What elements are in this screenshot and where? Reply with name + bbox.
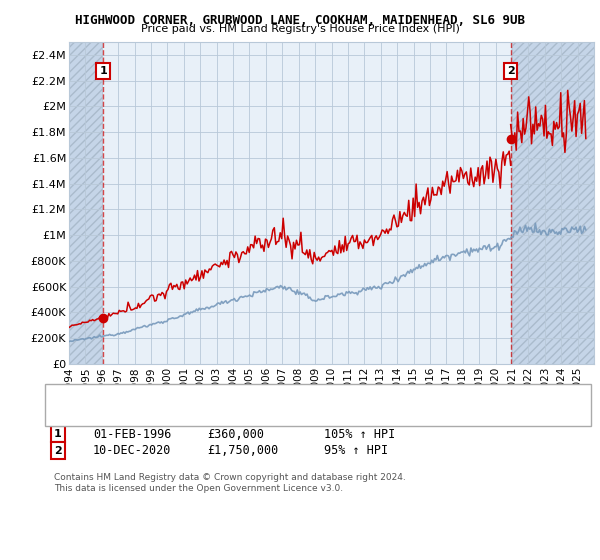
Text: 2: 2 xyxy=(54,446,62,456)
Text: HIGHWOOD CORNER, GRUBWOOD LANE, COOKHAM, MAIDENHEAD, SL6 9UB (detached h: HIGHWOOD CORNER, GRUBWOOD LANE, COOKHAM,… xyxy=(105,400,551,410)
Text: HPI: Average price, detached house, Windsor and Maidenhead: HPI: Average price, detached house, Wind… xyxy=(105,410,416,420)
Text: Price paid vs. HM Land Registry's House Price Index (HPI): Price paid vs. HM Land Registry's House … xyxy=(140,24,460,34)
Text: 01-FEB-1996: 01-FEB-1996 xyxy=(93,427,172,441)
Text: 105% ↑ HPI: 105% ↑ HPI xyxy=(324,427,395,441)
Text: £360,000: £360,000 xyxy=(207,427,264,441)
Bar xyxy=(511,42,594,364)
Bar xyxy=(69,42,103,364)
Text: £1,750,000: £1,750,000 xyxy=(207,444,278,458)
Text: HIGHWOOD CORNER, GRUBWOOD LANE, COOKHAM, MAIDENHEAD, SL6 9UB: HIGHWOOD CORNER, GRUBWOOD LANE, COOKHAM,… xyxy=(75,14,525,27)
Text: 2: 2 xyxy=(507,66,515,76)
Text: Contains HM Land Registry data © Crown copyright and database right 2024.
This d: Contains HM Land Registry data © Crown c… xyxy=(54,473,406,493)
Text: 1: 1 xyxy=(54,429,62,439)
Text: 10-DEC-2020: 10-DEC-2020 xyxy=(93,444,172,458)
Text: 1: 1 xyxy=(99,66,107,76)
Text: 95% ↑ HPI: 95% ↑ HPI xyxy=(324,444,388,458)
